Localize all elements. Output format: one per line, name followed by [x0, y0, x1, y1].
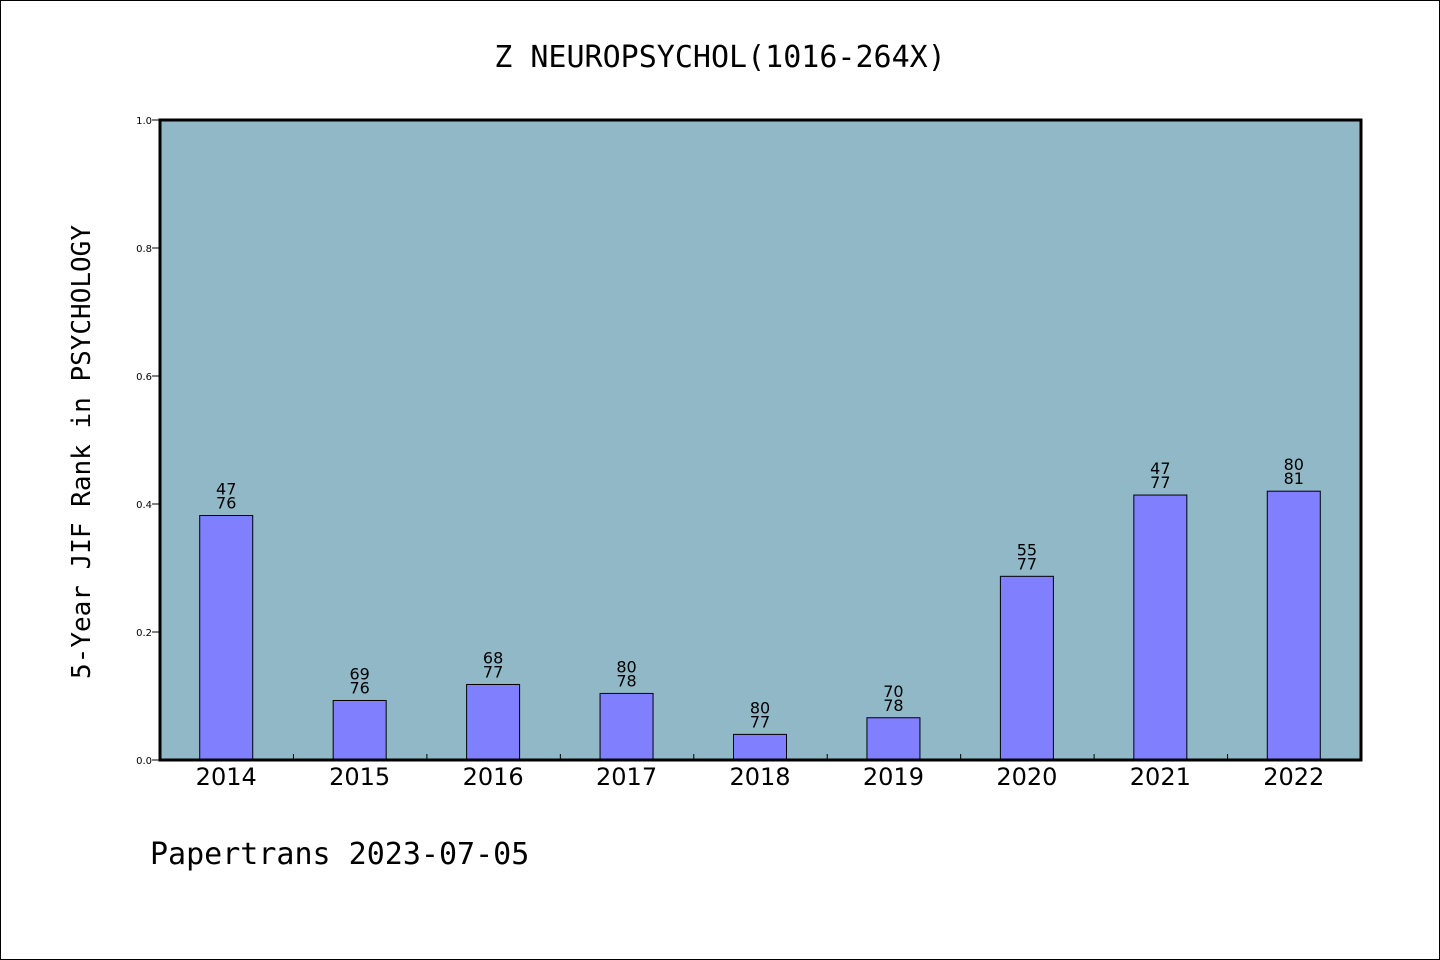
bar-label-bottom: 76 [349, 678, 369, 697]
bar-label-bottom: 77 [483, 662, 503, 681]
x-tick-label: 2016 [463, 763, 524, 791]
x-tick-label: 2017 [596, 763, 657, 791]
bar-label-bottom: 77 [1017, 554, 1037, 573]
bar-label-bottom: 78 [616, 671, 636, 690]
bar-2016 [466, 683, 521, 761]
bar-label-top: 80 [750, 698, 770, 717]
bar-label-bottom: 77 [750, 712, 770, 731]
x-tick-label: 2020 [996, 763, 1057, 791]
y-tick-label: 0.0 [136, 756, 152, 767]
y-tick-label: 0.8 [136, 244, 152, 255]
bar-label-bottom: 76 [216, 494, 236, 513]
bar-label-bottom: 77 [1150, 473, 1170, 492]
y-tick-label: 0.4 [136, 500, 152, 511]
bar-label-top: 47 [1150, 459, 1170, 478]
bar-2021 [1133, 494, 1188, 761]
bar-label-bottom: 81 [1284, 469, 1304, 488]
bar-2019 [866, 717, 921, 761]
x-tick-label: 2021 [1130, 763, 1191, 791]
bar-2017 [599, 692, 654, 761]
x-axis-ticks: 2014 2015 2016 2017 2018 2019 2020 2021 2022 [196, 754, 1324, 791]
y-axis-ticks: 0.0 0.2 0.4 0.6 0.8 1.0 [136, 116, 160, 767]
y-tick-label: 0.6 [136, 372, 152, 383]
x-tick-label: 2015 [329, 763, 390, 791]
x-tick-label: 2019 [863, 763, 924, 791]
bar-2022 [1266, 490, 1321, 761]
y-tick-label: 1.0 [136, 116, 152, 127]
bar-label-bottom: 78 [883, 696, 903, 715]
bar-label-top: 70 [883, 682, 903, 701]
bar-label-top: 69 [349, 664, 369, 683]
y-tick-label: 0.2 [136, 628, 152, 639]
bar-label-top: 55 [1017, 540, 1037, 559]
bar-label-top: 68 [483, 648, 503, 667]
x-tick-label: 2014 [196, 763, 257, 791]
bar-label-top: 80 [1284, 455, 1304, 474]
bar-label-top: 47 [216, 480, 236, 499]
x-tick-label: 2018 [729, 763, 790, 791]
bar-label-top: 80 [616, 657, 636, 676]
bar-2018 [733, 733, 787, 761]
chart-title: Z NEUROPSYCHOL(1016-264X) [494, 40, 946, 75]
bar-2020 [999, 575, 1054, 761]
footer-watermark: Papertrans 2023-07-05 [150, 837, 529, 872]
bar-2014 [199, 515, 254, 761]
x-tick-label: 2022 [1263, 763, 1324, 791]
plot-border [158, 118, 1363, 762]
bar-2015 [332, 699, 387, 761]
y-axis-label: 5-Year JIF Rank in PSYCHOLOGY [67, 225, 97, 679]
